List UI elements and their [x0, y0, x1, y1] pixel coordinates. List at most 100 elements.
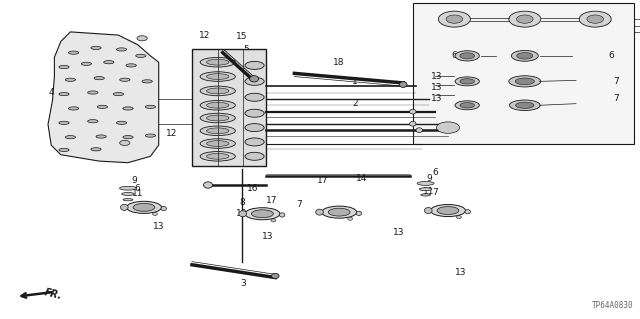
Ellipse shape [88, 91, 98, 94]
Ellipse shape [59, 148, 69, 152]
Ellipse shape [245, 124, 264, 132]
Text: 4: 4 [49, 88, 54, 97]
Circle shape [436, 122, 460, 133]
Ellipse shape [417, 182, 434, 185]
Ellipse shape [94, 77, 104, 80]
Ellipse shape [322, 206, 356, 218]
Text: 16: 16 [247, 184, 259, 193]
Ellipse shape [207, 141, 229, 146]
Ellipse shape [280, 213, 285, 217]
Ellipse shape [200, 57, 236, 67]
Ellipse shape [465, 210, 470, 214]
Ellipse shape [348, 217, 353, 220]
Text: 3: 3 [241, 279, 246, 288]
Ellipse shape [460, 53, 474, 59]
Ellipse shape [245, 109, 264, 117]
FancyBboxPatch shape [192, 49, 266, 166]
Ellipse shape [200, 152, 236, 161]
Ellipse shape [120, 204, 128, 210]
Ellipse shape [424, 208, 432, 213]
Ellipse shape [122, 192, 134, 195]
Ellipse shape [245, 138, 264, 146]
Ellipse shape [239, 211, 246, 217]
Text: 5: 5 [244, 45, 249, 54]
Ellipse shape [152, 212, 157, 216]
Ellipse shape [515, 78, 534, 85]
Ellipse shape [200, 86, 236, 96]
Ellipse shape [252, 210, 273, 218]
Text: 12: 12 [166, 130, 177, 138]
Ellipse shape [207, 59, 229, 65]
Text: 13: 13 [393, 228, 404, 237]
Ellipse shape [410, 121, 416, 126]
Text: TP64A0830: TP64A0830 [592, 301, 634, 310]
Ellipse shape [116, 48, 127, 51]
Ellipse shape [204, 182, 212, 188]
Ellipse shape [200, 139, 236, 148]
Ellipse shape [136, 54, 146, 57]
Ellipse shape [509, 76, 541, 87]
Ellipse shape [59, 121, 69, 124]
Text: 1: 1 [353, 77, 358, 86]
Ellipse shape [145, 105, 156, 108]
Text: FR.: FR. [44, 287, 63, 301]
Ellipse shape [200, 126, 236, 136]
Text: 6: 6 [609, 51, 614, 60]
Ellipse shape [271, 219, 276, 222]
Ellipse shape [455, 101, 479, 110]
Ellipse shape [88, 120, 98, 123]
Ellipse shape [509, 100, 540, 111]
Ellipse shape [245, 93, 264, 101]
Text: 6: 6 [135, 184, 140, 193]
Text: 10: 10 [332, 208, 343, 217]
Ellipse shape [161, 206, 166, 211]
Ellipse shape [200, 100, 236, 110]
Ellipse shape [437, 207, 459, 214]
Ellipse shape [516, 53, 533, 59]
Ellipse shape [126, 64, 136, 67]
Circle shape [137, 36, 147, 41]
Ellipse shape [65, 136, 76, 139]
Text: 7: 7 [297, 200, 302, 209]
Circle shape [509, 11, 541, 27]
Ellipse shape [120, 78, 130, 81]
Ellipse shape [123, 136, 133, 139]
Text: 11: 11 [423, 187, 435, 196]
Ellipse shape [120, 186, 136, 190]
Bar [413, 3, 634, 144]
Ellipse shape [81, 62, 92, 65]
Text: 10: 10 [236, 209, 248, 218]
Text: 12: 12 [199, 31, 211, 40]
Ellipse shape [416, 128, 422, 133]
Text: 13: 13 [153, 222, 164, 231]
Ellipse shape [245, 77, 264, 85]
Ellipse shape [200, 113, 236, 123]
Text: 13: 13 [455, 268, 467, 277]
Text: 9: 9 [132, 176, 137, 185]
Circle shape [579, 11, 611, 27]
Ellipse shape [65, 78, 76, 81]
Text: 7: 7 [613, 77, 618, 86]
Text: 17: 17 [266, 196, 277, 205]
Ellipse shape [431, 204, 465, 217]
Text: 15: 15 [236, 32, 248, 41]
Ellipse shape [127, 201, 161, 213]
Ellipse shape [511, 50, 538, 61]
Ellipse shape [113, 93, 124, 96]
Ellipse shape [91, 148, 101, 151]
Ellipse shape [200, 72, 236, 81]
Ellipse shape [68, 107, 79, 110]
Ellipse shape [207, 128, 229, 134]
Circle shape [587, 15, 604, 23]
Ellipse shape [455, 51, 479, 61]
Polygon shape [48, 32, 159, 163]
Text: 2: 2 [353, 99, 358, 108]
Ellipse shape [123, 198, 133, 201]
Ellipse shape [68, 51, 79, 54]
Ellipse shape [245, 61, 264, 70]
Text: 9: 9 [426, 174, 431, 183]
Ellipse shape [59, 65, 69, 69]
Ellipse shape [97, 105, 108, 108]
Text: 7: 7 [433, 189, 438, 197]
Ellipse shape [91, 46, 101, 49]
